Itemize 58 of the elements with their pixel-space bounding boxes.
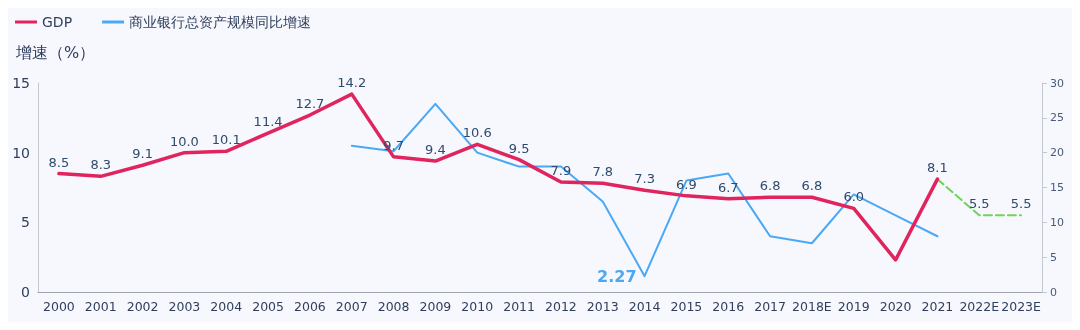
- x-tick-label: 2016: [712, 299, 745, 314]
- data-label: 9.5: [508, 140, 530, 156]
- data-label: 5.5: [968, 196, 990, 212]
- data-label: 8.3: [90, 157, 112, 173]
- y-tick-label: 15: [12, 75, 30, 91]
- x-tick-label: 2004: [210, 299, 243, 314]
- data-label: 9.4: [425, 142, 446, 158]
- data-label: 2.27: [597, 266, 637, 286]
- data-label: 14.2: [337, 75, 367, 91]
- y2-tick-label: 25: [1050, 111, 1064, 125]
- x-tick-label: 2000: [43, 299, 75, 314]
- y-tick-label: 10: [12, 144, 30, 161]
- x-tick-label: 2012: [545, 299, 577, 314]
- x-tick-label: 2017: [754, 299, 786, 314]
- legend-label: GDP: [42, 14, 73, 30]
- y2-tick-label: 0: [1050, 285, 1057, 299]
- y2-tick-label: 10: [1050, 215, 1064, 229]
- y-axis-title: 增速（%）: [15, 42, 96, 62]
- x-tick-label: 2011: [503, 299, 535, 314]
- y2-tick-label: 15: [1050, 181, 1064, 194]
- x-tick-label: 2013: [586, 299, 619, 314]
- x-tick-label: 2001: [84, 299, 117, 314]
- x-tick-label: 2006: [294, 299, 326, 314]
- x-tick-label: 2002: [126, 299, 159, 314]
- data-label: 7.8: [592, 164, 614, 180]
- x-tick-label: 2023E: [1001, 299, 1042, 314]
- data-label: 10.6: [462, 125, 492, 141]
- data-label: 10.0: [169, 133, 199, 149]
- y-tick-label: 5: [21, 214, 30, 231]
- x-tick-label: 2008: [377, 299, 410, 314]
- y2-tick-label: 20: [1050, 146, 1064, 160]
- data-label: 7.3: [634, 171, 655, 187]
- data-label: 6.8: [759, 178, 781, 194]
- x-tick-label: 2003: [168, 299, 201, 314]
- data-label: 11.4: [253, 114, 283, 130]
- legend-label: 商业银行总资产规模同比增速: [129, 14, 312, 30]
- x-tick-label: 2022E: [959, 299, 1000, 314]
- x-tick-label: 2009: [419, 299, 452, 314]
- data-label: 12.7: [295, 96, 325, 112]
- data-label: 5.5: [1010, 196, 1032, 212]
- data-label: 8.1: [927, 160, 948, 176]
- x-tick-label: 2014: [628, 299, 661, 314]
- x-tick-label: 2005: [252, 299, 284, 314]
- data-label: 9.1: [132, 146, 153, 162]
- y2-tick-label: 5: [1050, 250, 1057, 264]
- x-tick-label: 2007: [335, 299, 368, 314]
- data-label: 10.1: [211, 132, 241, 148]
- x-tick-label: 2019: [837, 299, 870, 314]
- x-tick-label: 2020: [879, 299, 912, 314]
- y2-tick-label: 30: [1050, 76, 1064, 90]
- x-tick-label: 2015: [670, 299, 703, 314]
- data-label: 6.8: [801, 178, 823, 194]
- x-tick-label: 2018E: [792, 299, 832, 314]
- y-tick-label: 0: [21, 284, 30, 300]
- x-tick-label: 2021: [921, 299, 954, 314]
- data-label: 8.5: [48, 154, 70, 170]
- data-label: 6.7: [717, 179, 739, 195]
- x-tick-label: 2010: [461, 299, 494, 314]
